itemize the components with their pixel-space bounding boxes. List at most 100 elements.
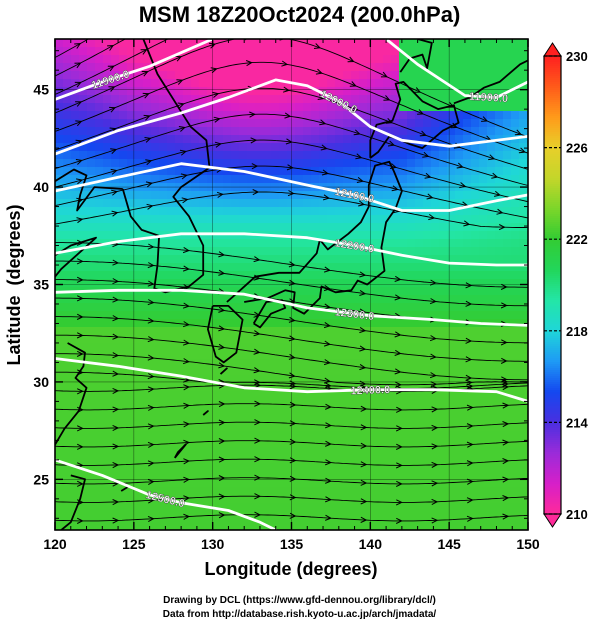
field-cell <box>119 303 128 312</box>
field-cell <box>63 295 72 304</box>
field-cell <box>159 215 168 224</box>
field-cell <box>119 399 128 408</box>
field-cell <box>455 295 464 304</box>
field-cell <box>311 311 320 320</box>
field-cell <box>79 423 88 432</box>
field-cell <box>111 319 120 328</box>
field-cell <box>199 327 208 336</box>
field-cell <box>399 79 408 88</box>
field-cell <box>495 207 504 216</box>
field-cell <box>231 263 240 272</box>
streamline-arrow <box>147 497 155 504</box>
field-cell <box>271 191 280 200</box>
field-cell <box>191 311 200 320</box>
field-cell <box>415 319 424 328</box>
field-cell <box>495 519 504 528</box>
field-cell <box>263 223 272 232</box>
colorbar-band <box>544 210 561 213</box>
field-cell <box>327 519 336 528</box>
field-cell <box>407 375 416 384</box>
field-cell <box>263 431 272 440</box>
field-cell <box>263 439 272 448</box>
field-cell <box>63 303 72 312</box>
field-cell <box>95 391 104 400</box>
field-cell <box>167 223 176 232</box>
field-cell <box>151 303 160 312</box>
field-cell <box>119 335 128 344</box>
field-cell <box>487 175 496 184</box>
field-cell <box>63 79 72 88</box>
field-cell <box>407 423 416 432</box>
field-cell <box>335 79 344 88</box>
field-cell <box>111 335 120 344</box>
streamline-arrow <box>466 404 474 411</box>
field-cell <box>223 151 232 160</box>
field-cell <box>343 191 352 200</box>
colorbar-band <box>544 334 561 337</box>
field-cell <box>151 295 160 304</box>
field-cell <box>383 503 392 512</box>
field-cell <box>215 527 224 530</box>
field-cell <box>303 367 312 376</box>
field-cell <box>127 55 136 64</box>
field-cell <box>343 415 352 424</box>
field-cell <box>351 71 360 80</box>
field-cell <box>223 359 232 368</box>
colorbar-band <box>544 134 561 137</box>
field-cell <box>159 391 168 400</box>
field-cell <box>415 343 424 352</box>
field-cell <box>135 159 144 168</box>
field-cell <box>415 407 424 416</box>
field-cell <box>295 111 304 120</box>
field-cell <box>71 215 80 224</box>
field-cell <box>63 519 72 528</box>
field-cell <box>335 311 344 320</box>
field-cell <box>103 519 112 528</box>
streamline-arrow <box>287 190 295 197</box>
streamline-arrow <box>429 298 437 305</box>
colorbar-band <box>544 330 561 333</box>
streamline-arrow <box>112 517 120 524</box>
field-cell <box>359 487 368 496</box>
field-cell <box>79 119 88 128</box>
field-cell <box>351 335 360 344</box>
field-cell <box>479 135 488 144</box>
field-cell <box>135 47 144 56</box>
streamline-arrow <box>349 81 357 87</box>
field-cell <box>55 391 64 400</box>
field-cell <box>519 391 528 400</box>
field-cell <box>303 271 312 280</box>
field-cell <box>455 239 464 248</box>
field-cell <box>431 87 440 96</box>
field-cell <box>335 191 344 200</box>
field-cell <box>511 335 520 344</box>
field-cell <box>199 447 208 456</box>
field-cell <box>175 175 184 184</box>
field-cell <box>119 415 128 424</box>
streamline-arrow <box>218 269 226 276</box>
field-cell <box>439 71 448 80</box>
field-cell <box>295 471 304 480</box>
field-cell <box>399 463 408 472</box>
field-cell <box>327 263 336 272</box>
field-cell <box>215 119 224 128</box>
field-cell <box>519 199 528 208</box>
colorbar-band <box>544 324 561 327</box>
field-cell <box>511 343 520 352</box>
field-cell <box>343 311 352 320</box>
streamline-arrow <box>325 403 332 410</box>
field-cell <box>143 471 152 480</box>
field-cell <box>351 439 360 448</box>
field-cell <box>231 479 240 488</box>
field-cell <box>335 127 344 136</box>
colorbar-band <box>544 78 561 81</box>
field-cell <box>63 463 72 472</box>
field-cell <box>231 119 240 128</box>
colorbar-band <box>544 274 561 277</box>
field-cell <box>239 79 248 88</box>
field-cell <box>263 407 272 416</box>
field-cell <box>111 143 120 152</box>
field-cell <box>103 431 112 440</box>
colorbar-band <box>544 352 561 355</box>
x-tick-label: 125 <box>122 536 146 552</box>
